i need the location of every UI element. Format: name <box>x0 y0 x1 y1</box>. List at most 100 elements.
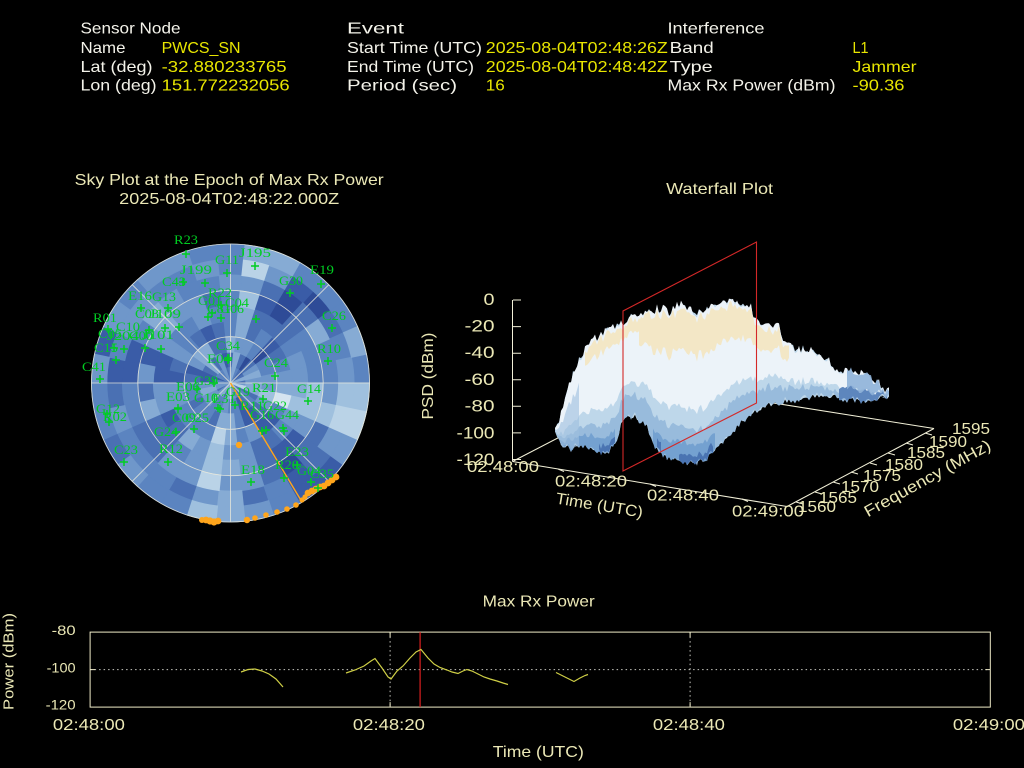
svg-text:-40: -40 <box>465 343 495 362</box>
svg-text:G13: G13 <box>152 289 176 304</box>
svg-text:1565: 1565 <box>819 490 857 507</box>
svg-text:Lat (deg): Lat (deg) <box>81 59 153 76</box>
svg-text:02:49:00: 02:49:00 <box>953 717 1024 734</box>
svg-text:02:48:00: 02:48:00 <box>53 717 125 734</box>
svg-text:1590: 1590 <box>929 434 967 451</box>
svg-text:C41: C41 <box>82 359 106 374</box>
svg-text:02:48:40: 02:48:40 <box>653 717 725 734</box>
svg-text:G12: G12 <box>96 401 120 416</box>
svg-text:-32.880233765: -32.880233765 <box>162 59 287 76</box>
svg-text:2025-08-04T02:48:22.000Z: 2025-08-04T02:48:22.000Z <box>119 191 339 208</box>
svg-text:C34: C34 <box>216 338 241 353</box>
svg-text:-60: -60 <box>465 370 495 389</box>
svg-text:C35: C35 <box>310 466 334 481</box>
svg-text:R23: R23 <box>174 232 198 247</box>
svg-text:Power (dBm): Power (dBm) <box>2 613 18 710</box>
svg-text:J199: J199 <box>180 262 212 277</box>
svg-text:C24: C24 <box>264 355 289 370</box>
svg-text:E23: E23 <box>285 444 309 459</box>
svg-text:G06: G06 <box>220 301 245 316</box>
svg-text:Sensor Node: Sensor Node <box>81 20 181 37</box>
svg-text:E04: E04 <box>207 351 232 366</box>
svg-text:C23: C23 <box>114 442 138 457</box>
svg-text:Lon (deg): Lon (deg) <box>81 78 157 95</box>
svg-text:G39: G39 <box>194 373 218 388</box>
svg-text:G19: G19 <box>226 384 250 399</box>
svg-text:-80: -80 <box>465 397 495 416</box>
svg-text:E16: E16 <box>128 288 153 303</box>
svg-text:16: 16 <box>486 78 505 95</box>
svg-text:02:48:20: 02:48:20 <box>555 473 627 490</box>
svg-text:J109: J109 <box>149 306 181 321</box>
svg-text:Start Time (UTC): Start Time (UTC) <box>347 40 482 57</box>
svg-text:R22: R22 <box>208 285 232 300</box>
svg-text:End Time (UTC): End Time (UTC) <box>347 59 474 76</box>
svg-text:Period (sec): Period (sec) <box>347 78 457 95</box>
svg-text:1570: 1570 <box>841 479 879 496</box>
svg-text:G01: G01 <box>198 293 222 308</box>
svg-text:C81: C81 <box>207 301 231 316</box>
svg-text:Event: Event <box>347 20 405 37</box>
svg-text:1595: 1595 <box>952 421 990 438</box>
svg-text:C05: C05 <box>98 326 122 341</box>
svg-text:02:48:00: 02:48:00 <box>467 459 539 476</box>
svg-text:02:49:00: 02:49:00 <box>732 503 804 520</box>
svg-text:G11: G11 <box>215 252 239 267</box>
svg-text:-90.36: -90.36 <box>853 78 905 95</box>
svg-text:G16: G16 <box>250 407 275 422</box>
svg-text:Max Rx Power: Max Rx Power <box>483 594 596 611</box>
svg-text:02:48:40: 02:48:40 <box>647 487 719 504</box>
svg-text:G22: G22 <box>263 398 287 413</box>
svg-text:151.772232056: 151.772232056 <box>162 78 290 95</box>
svg-text:Jammer: Jammer <box>853 59 918 76</box>
svg-text:E03: E03 <box>166 389 190 404</box>
svg-text:-120: -120 <box>457 450 495 469</box>
svg-text:J101: J101 <box>142 327 174 342</box>
svg-text:C10: C10 <box>116 319 140 334</box>
svg-text:G44: G44 <box>275 407 300 422</box>
svg-text:R12: R12 <box>159 441 183 456</box>
svg-text:PWCS_SN: PWCS_SN <box>162 40 241 57</box>
svg-text:-20: -20 <box>465 317 495 336</box>
svg-text:E31: E31 <box>212 391 236 406</box>
svg-text:G30: G30 <box>279 273 303 288</box>
svg-text:R02: R02 <box>103 409 127 424</box>
svg-text:02:48:20: 02:48:20 <box>353 717 425 734</box>
svg-text:1585: 1585 <box>907 445 945 462</box>
svg-text:1575: 1575 <box>863 468 901 485</box>
svg-text:G14: G14 <box>297 381 322 396</box>
svg-text:C43: C43 <box>162 274 186 289</box>
svg-text:E06: E06 <box>176 379 201 394</box>
svg-text:C03: C03 <box>135 306 159 321</box>
svg-text:Band: Band <box>670 40 714 57</box>
svg-text:-100: -100 <box>47 661 76 676</box>
svg-text:C15: C15 <box>94 340 118 355</box>
svg-text:1560: 1560 <box>798 499 836 516</box>
svg-text:1580: 1580 <box>885 457 923 474</box>
svg-text:C26: C26 <box>322 308 347 323</box>
svg-text:2025-08-04T02:48:42Z: 2025-08-04T02:48:42Z <box>486 59 668 76</box>
svg-text:Waterfall Plot: Waterfall Plot <box>666 181 774 198</box>
svg-text:-100: -100 <box>457 423 495 442</box>
svg-text:R20: R20 <box>275 457 299 472</box>
svg-text:J204: J204 <box>107 328 140 343</box>
svg-text:G04: G04 <box>297 463 322 478</box>
svg-text:Sky Plot at the Epoch of Max R: Sky Plot at the Epoch of Max Rx Power <box>75 172 385 189</box>
svg-text:R21: R21 <box>252 380 276 395</box>
svg-text:R10: R10 <box>317 341 341 356</box>
svg-text:G10: G10 <box>194 390 218 405</box>
svg-text:Interference: Interference <box>668 20 765 37</box>
svg-text:2025-08-04T02:48:26Z: 2025-08-04T02:48:26Z <box>486 40 668 57</box>
svg-text:Time (UTC): Time (UTC) <box>493 744 584 761</box>
svg-text:Max Rx Power (dBm): Max Rx Power (dBm) <box>668 78 836 95</box>
svg-text:J195: J195 <box>239 245 271 260</box>
svg-text:C09: C09 <box>172 410 196 425</box>
svg-text:C00: C00 <box>129 328 153 343</box>
svg-text:E19: E19 <box>310 262 334 277</box>
svg-text:L1: L1 <box>853 40 869 57</box>
svg-text:0: 0 <box>484 290 495 309</box>
svg-text:-120: -120 <box>46 698 76 713</box>
svg-text:PSD (dBm): PSD (dBm) <box>420 333 437 420</box>
svg-text:R11: R11 <box>240 398 264 413</box>
svg-text:C04: C04 <box>225 295 250 310</box>
